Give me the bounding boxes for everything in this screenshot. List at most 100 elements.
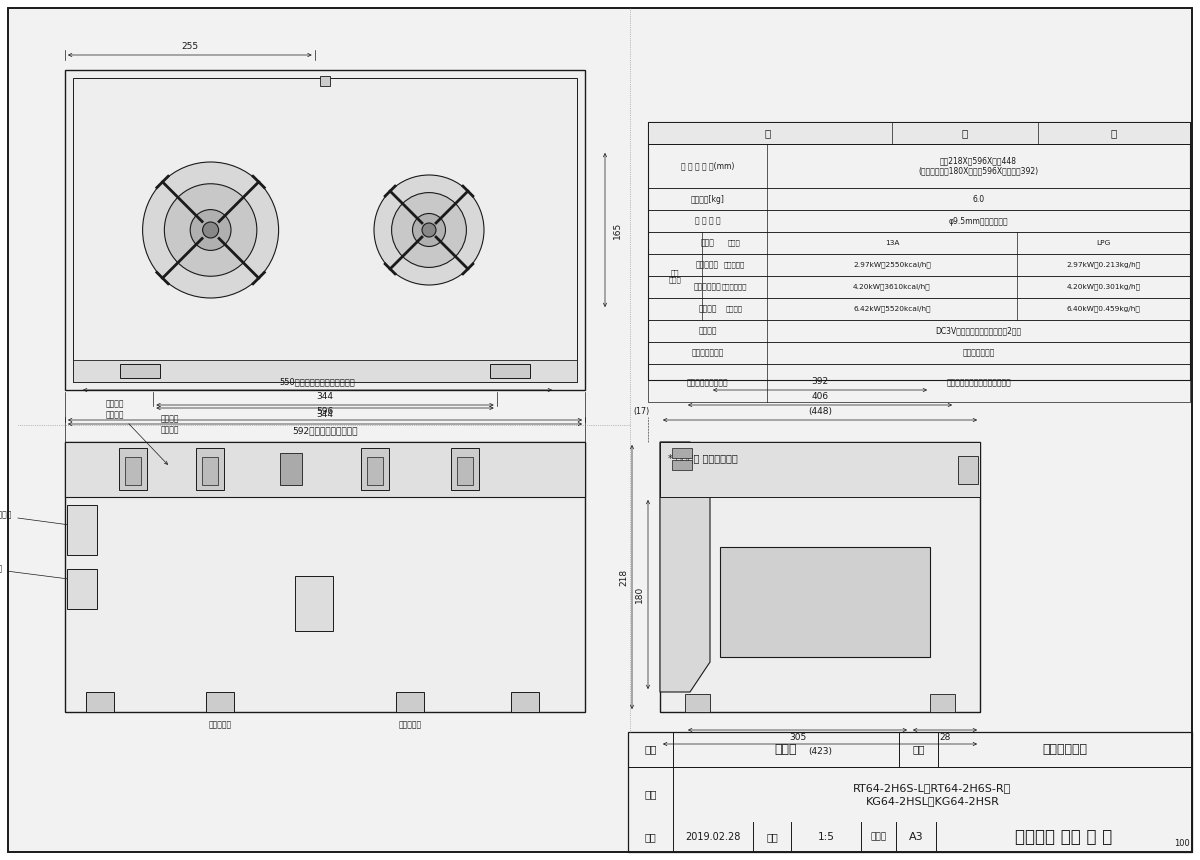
Circle shape (164, 184, 257, 276)
Text: 電池交換サイン: 電池交換サイン (0, 511, 91, 529)
Text: 品名: 品名 (912, 745, 925, 754)
Text: 全点火時: 全点火時 (726, 305, 743, 312)
Bar (367, 457, 383, 485)
Bar (720, 547, 930, 657)
Text: 344: 344 (317, 410, 334, 419)
Circle shape (203, 222, 218, 238)
Text: 点火ロック: 点火ロック (398, 720, 421, 729)
Bar (628, 732, 1192, 852)
Polygon shape (660, 442, 710, 692)
Text: 550（ゴム足ピッチ・前後共）: 550（ゴム足ピッチ・前後共） (280, 377, 355, 386)
Text: ガス
消費量: ガス 消費量 (668, 269, 682, 283)
Bar (660, 442, 980, 712)
Bar (202, 457, 218, 485)
Text: 点火ロック: 点火ロック (209, 720, 232, 729)
Bar (648, 298, 1190, 320)
Bar (67, 569, 97, 610)
Bar (73, 78, 577, 382)
Text: (423): (423) (808, 747, 832, 756)
Text: 2.97kW（2550kcal/h）: 2.97kW（2550kcal/h） (853, 261, 931, 268)
Text: 255: 255 (181, 42, 198, 51)
Bar (361, 448, 389, 490)
Bar (648, 320, 1190, 342)
Text: 2019.02.28: 2019.02.28 (685, 832, 740, 842)
Text: トッププレート: トッププレート (691, 348, 724, 358)
Text: ガス種: ガス種 (728, 240, 740, 246)
Text: (448): (448) (808, 407, 832, 416)
Text: 高温炊め
スイッチ: 高温炊め スイッチ (106, 400, 168, 464)
Text: 4.20kW（0.301kg/h）: 4.20kW（0.301kg/h） (1067, 284, 1140, 291)
Text: 1:5: 1:5 (817, 832, 834, 842)
Bar (958, 456, 978, 484)
Bar (648, 122, 1190, 380)
Text: 13A: 13A (884, 240, 899, 246)
Bar (648, 188, 1190, 210)
Text: 596: 596 (317, 407, 334, 416)
Text: 標準コンロ: 標準コンロ (724, 261, 745, 268)
Bar (648, 342, 1190, 364)
Bar (685, 694, 710, 712)
Text: コンロ温度センサー: コンロ温度センサー (686, 378, 728, 388)
Bar (280, 453, 302, 485)
Bar (648, 122, 1190, 144)
Bar (65, 70, 586, 390)
Bar (206, 692, 234, 712)
Text: 高温炊め
スイッチ: 高温炊め スイッチ (161, 414, 179, 434)
Bar (930, 694, 955, 712)
Text: 表: 表 (1111, 128, 1117, 138)
Bar (672, 460, 692, 470)
Bar (73, 360, 577, 382)
Circle shape (143, 162, 278, 298)
Text: 型式: 型式 (644, 789, 656, 800)
Bar (65, 442, 586, 712)
Text: 6.0: 6.0 (972, 194, 985, 204)
Text: 28: 28 (940, 733, 950, 742)
Bar (648, 254, 1190, 276)
Bar (648, 364, 1190, 402)
Text: 218: 218 (619, 568, 628, 586)
Text: 100: 100 (1175, 839, 1190, 848)
Bar (648, 276, 1190, 298)
Text: 電　　源: 電 源 (698, 327, 716, 335)
Text: RT64-2H6S-L，RT64-2H6S-R，
KG64-2HSL，KG64-2HSR: RT64-2H6S-L，RT64-2H6S-R， KG64-2HSL，KG64-… (853, 783, 1012, 806)
Text: 作成: 作成 (644, 832, 656, 842)
Text: 尺度: 尺度 (766, 832, 778, 842)
Text: ガ ス 接 続: ガ ス 接 続 (695, 217, 720, 225)
Bar (511, 692, 539, 712)
Bar (490, 364, 530, 378)
Bar (672, 448, 692, 458)
Bar (648, 232, 1190, 254)
Text: 165: 165 (613, 221, 622, 238)
Text: 592（トッププレート）: 592（トッププレート） (293, 426, 358, 435)
Bar (660, 442, 980, 497)
Bar (648, 210, 1190, 232)
Text: 4.20kW（3610kcal/h）: 4.20kW（3610kcal/h） (853, 284, 931, 291)
Text: LPG: LPG (1096, 240, 1110, 246)
Circle shape (191, 210, 232, 250)
Text: 392: 392 (811, 377, 828, 386)
Text: 名称: 名称 (644, 745, 656, 754)
Text: 6.42kW（5520kcal/h）: 6.42kW（5520kcal/h） (853, 305, 931, 312)
Bar (196, 448, 224, 490)
Bar (119, 448, 148, 490)
Bar (120, 364, 160, 378)
Bar (86, 692, 114, 712)
Circle shape (391, 193, 467, 267)
Text: * 図ハール タイプヲ示ス: * 図ハール タイプヲ示ス (668, 453, 738, 463)
Bar (457, 457, 473, 485)
Bar (660, 446, 860, 470)
Text: 外観図: 外観図 (775, 743, 797, 756)
Text: リンナイ 株式 会 社: リンナイ 株式 会 社 (1015, 828, 1112, 846)
Text: 6.40kW（0.459kg/h）: 6.40kW（0.459kg/h） (1067, 305, 1140, 312)
Circle shape (413, 213, 445, 247)
Text: 高さ218X幅596X奥行448
(天板上面高さ180X天板幅596X天板奥行392): 高さ218X幅596X奥行448 (天板上面高さ180X天板幅596X天板奥行3… (918, 157, 1039, 175)
Bar (125, 457, 142, 485)
Text: 強火力バーナー・標準バーナー: 強火力バーナー・標準バーナー (947, 378, 1010, 388)
Text: 305: 305 (788, 733, 806, 742)
Text: 外 形 す ん 法(mm): 外 形 す ん 法(mm) (680, 162, 734, 170)
Text: A3: A3 (908, 832, 923, 842)
Text: 180: 180 (635, 586, 644, 603)
Text: 仕: 仕 (764, 128, 770, 138)
Circle shape (422, 223, 436, 237)
Bar (451, 448, 479, 490)
